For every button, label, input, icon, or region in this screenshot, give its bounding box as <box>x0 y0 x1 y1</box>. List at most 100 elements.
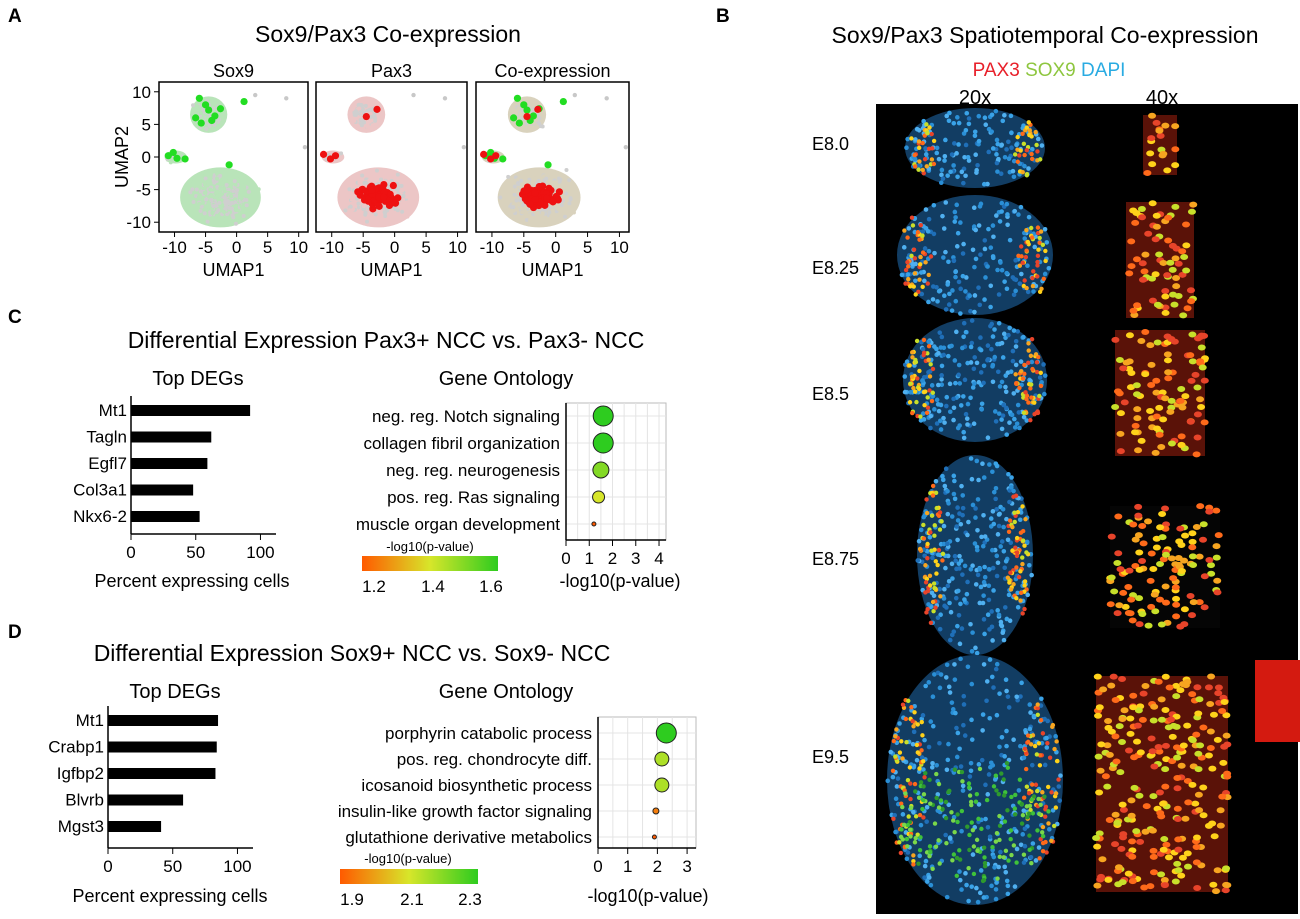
bar-category-label: Crabp1 <box>48 738 104 757</box>
nucleus <box>904 359 910 365</box>
nucleus <box>1026 562 1032 568</box>
nucleus <box>1162 599 1171 606</box>
nucleus <box>972 264 977 270</box>
nucleus <box>1001 637 1007 643</box>
umap-pax3-cell <box>319 150 328 158</box>
nucleus <box>920 806 925 812</box>
nucleus <box>1002 154 1008 160</box>
nucleus <box>923 260 928 265</box>
nucleus <box>990 638 995 643</box>
nucleus <box>1016 788 1022 793</box>
umap-title: Sox9 <box>213 61 254 81</box>
nucleus <box>953 269 958 275</box>
nucleus <box>934 505 939 511</box>
nucleus <box>1160 836 1169 843</box>
nucleus <box>1005 765 1011 770</box>
umap-cell <box>222 177 227 182</box>
nucleus <box>1024 784 1030 789</box>
umap-cell <box>223 199 228 204</box>
nucleus <box>1164 237 1173 244</box>
nucleus <box>1153 425 1162 432</box>
nucleus <box>1014 421 1020 426</box>
umap-cell <box>244 207 249 212</box>
nucleus <box>910 261 916 267</box>
nucleus <box>989 883 994 889</box>
nucleus <box>1161 783 1170 790</box>
nucleus <box>955 518 961 523</box>
nucleus <box>981 512 986 518</box>
nucleus <box>1019 680 1024 686</box>
nucleus <box>1113 388 1122 395</box>
nucleus <box>953 274 958 280</box>
nucleus <box>940 477 946 483</box>
nucleus <box>1013 493 1019 498</box>
nucleus <box>914 338 920 344</box>
nucleus <box>940 558 945 563</box>
nucleus <box>1206 744 1215 751</box>
nucleus <box>1030 275 1035 281</box>
nucleus <box>1199 724 1208 731</box>
nucleus <box>1157 443 1166 450</box>
nucleus <box>935 552 941 557</box>
nucleus <box>1220 699 1229 706</box>
nucleus <box>1127 812 1136 819</box>
nucleus <box>1005 222 1010 228</box>
nucleus <box>990 469 995 475</box>
nucleus <box>1148 297 1157 304</box>
nucleus <box>981 593 986 598</box>
nucleus <box>952 219 958 224</box>
nucleus <box>1044 850 1049 855</box>
nucleus <box>925 405 931 410</box>
nucleus <box>1018 598 1023 603</box>
nucleus <box>1182 242 1191 249</box>
nucleus <box>1036 796 1041 802</box>
go-xtick-label: 2 <box>608 549 617 568</box>
nucleus <box>970 630 975 635</box>
nucleus <box>955 819 960 825</box>
nucleus <box>959 828 964 834</box>
nucleus <box>953 558 958 564</box>
nucleus <box>1004 147 1009 152</box>
nucleus <box>1218 793 1227 800</box>
nucleus <box>1004 761 1010 766</box>
nucleus <box>947 110 952 116</box>
nucleus <box>975 848 980 854</box>
nucleus <box>983 275 988 280</box>
section-e8-5-20x <box>902 318 1048 442</box>
nucleus <box>1188 691 1197 698</box>
umap-cell <box>373 212 378 217</box>
nucleus <box>952 767 958 772</box>
nucleus <box>1038 802 1043 807</box>
umap-cell <box>368 111 373 116</box>
nucleus <box>1124 583 1133 590</box>
nucleus <box>1013 792 1018 798</box>
nucleus <box>1167 716 1176 723</box>
nucleus <box>964 882 969 888</box>
nucleus <box>1095 830 1104 837</box>
nucleus <box>903 791 908 796</box>
nucleus <box>1134 512 1143 519</box>
umap-cell <box>358 176 363 181</box>
nucleus <box>918 835 923 840</box>
umap-xtick-label: -5 <box>198 238 213 257</box>
nucleus <box>932 523 937 528</box>
nucleus <box>994 160 1000 166</box>
nucleus <box>1021 123 1026 128</box>
umap-cell <box>191 199 196 204</box>
umap-cell <box>400 188 405 193</box>
nucleus <box>982 564 987 570</box>
nucleus <box>965 664 971 670</box>
nucleus <box>1013 829 1019 834</box>
nucleus <box>1138 558 1147 565</box>
nucleus <box>1204 684 1213 691</box>
nucleus <box>973 515 978 520</box>
umap-plots: Sox9-10 -5 0 5 10UMAP11050-5-10UMAP2Pax3-10-… <box>112 61 630 280</box>
nucleus <box>903 281 908 286</box>
umap-pax3-cell <box>394 194 402 202</box>
nucleus <box>1157 716 1166 723</box>
nucleus <box>915 750 921 755</box>
nucleus <box>956 372 961 378</box>
nucleus <box>910 741 916 747</box>
panel-letter-b: B <box>716 6 730 27</box>
